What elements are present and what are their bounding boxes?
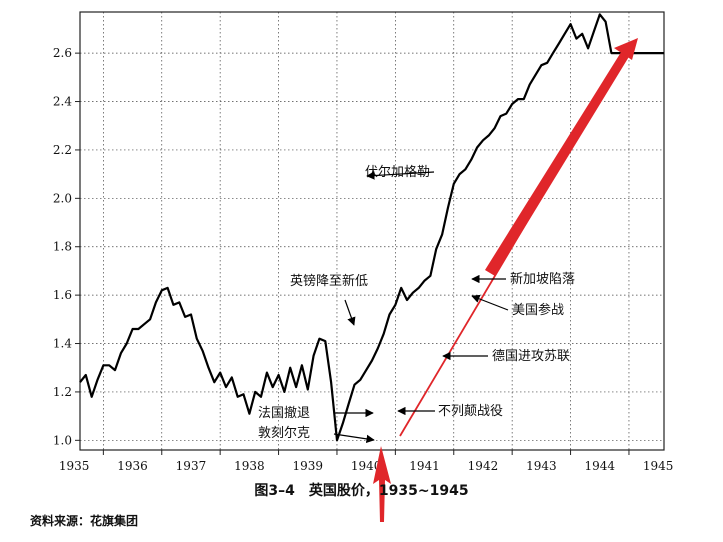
y-tick-label: 1.2 (53, 385, 72, 399)
x-tick-label: 1936 (117, 459, 148, 473)
x-tick-label: 1945 (643, 459, 674, 473)
x-tick-label: 1938 (234, 459, 265, 473)
x-tick-label: 1943 (526, 459, 557, 473)
series-line (79, 13, 664, 442)
annotation-arrow (366, 171, 435, 180)
y-tick-label: 1.8 (53, 240, 72, 254)
x-tick-label: 1935 (59, 459, 90, 473)
y-tick-label: 2.6 (53, 46, 72, 60)
y-axis: 1.0 1.2 1.4 1.6 1.8 2.0 2.2 2.4 2.6 (53, 46, 80, 447)
annotation-label: 新加坡陷落 (510, 271, 575, 287)
red-arrowhead-top (614, 38, 638, 60)
y-tick-label: 1.4 (53, 337, 72, 351)
annotation-label: 敦刻尔克 (258, 425, 310, 441)
x-tick-label: 1937 (176, 459, 207, 473)
source-note: 资料来源：花旗集团 (30, 514, 139, 528)
annotation-label: 法国撤退 (258, 405, 310, 421)
x-tick-label: 1940 (351, 459, 382, 473)
x-tick-label: 1941 (409, 459, 440, 473)
annotation-arrow (471, 294, 509, 311)
annotation-label: 英镑降至新低 (290, 273, 368, 289)
y-tick-label: 1.6 (53, 288, 72, 302)
annotation-label: 伏尔加格勒 (365, 164, 430, 180)
figure-caption: 图3–4 英国股价，1935~1945 (254, 483, 469, 499)
red-up-arrow (373, 446, 391, 522)
grid (80, 12, 664, 450)
plot-frame (79, 11, 665, 451)
x-tick-label: 1944 (584, 459, 615, 473)
x-tick-label: 1939 (292, 459, 323, 473)
annotation-arrow (333, 433, 375, 444)
x-tick-label: 1942 (468, 459, 499, 473)
y-tick-label: 2.2 (53, 143, 72, 157)
y-tick-label: 2.0 (53, 191, 72, 205)
x-axis: 1935 1936 1937 1938 1939 1940 1941 1942 1943 1944… (59, 450, 674, 473)
y-tick-label: 1.0 (53, 433, 72, 447)
thick-red-trend-arrow (485, 49, 630, 276)
y-tick-label: 2.4 (53, 95, 72, 109)
annotation-label: 德国进攻苏联 (492, 348, 570, 364)
annotation-arrow (344, 299, 356, 326)
annotation-label: 不列颠战役 (438, 404, 503, 419)
annotation-label: 美国参战 (512, 302, 564, 318)
